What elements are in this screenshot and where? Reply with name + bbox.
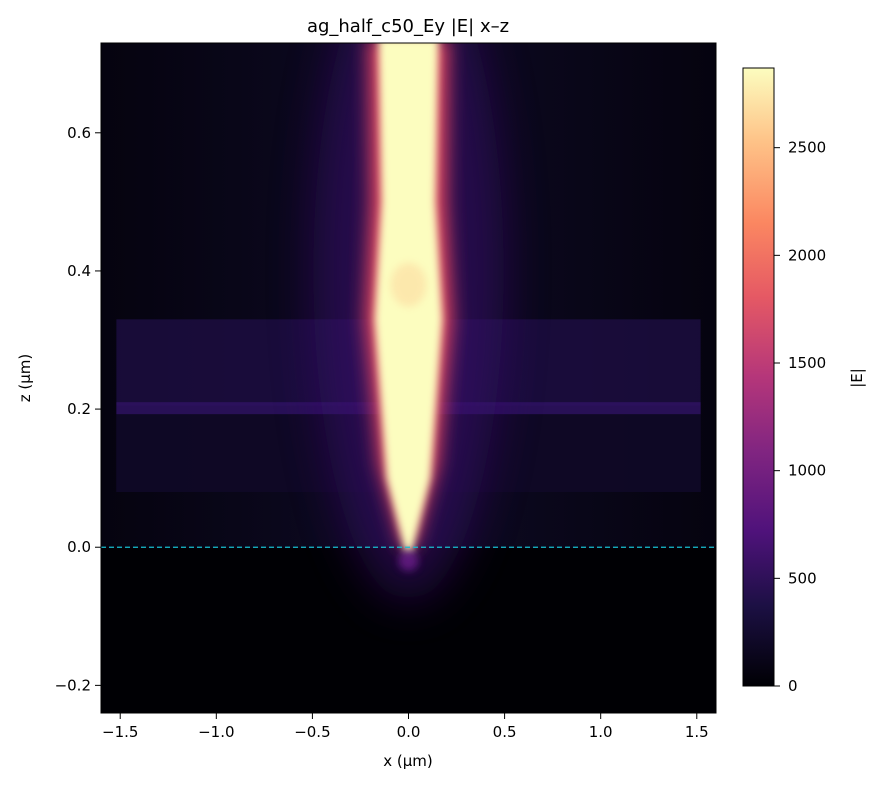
y-axis-label: z (μm) [16,354,34,403]
x-tick-label: −0.5 [294,723,330,741]
x-tick-label: −1.5 [102,723,138,741]
colorbar-tick-label: 0 [788,677,798,695]
y-tick-label: 0.0 [67,538,91,556]
y-axis: −0.2 0.0 0.2 0.4 0.6 [55,124,101,694]
chart-title: ag_half_c50_Ey |E| x–z [307,16,509,37]
colorbar-tick-label: 2500 [788,139,826,157]
y-tick-label: 0.6 [67,124,91,142]
colorbar-tick-label: 2000 [788,246,826,264]
colorbar-tick-label: 1500 [788,354,826,372]
x-axis: −1.5 −1.0 −0.5 0.0 0.5 1.0 1.5 [102,713,709,741]
x-axis-label: x (μm) [383,752,433,770]
x-tick-label: 1.5 [685,723,709,741]
colorbar-tick-label: 1000 [788,462,826,480]
y-tick-label: 0.4 [67,262,91,280]
colorbar-label: |E| [848,368,866,388]
heatmap [101,43,716,713]
x-tick-label: 1.0 [589,723,613,741]
x-tick-label: −1.0 [198,723,234,741]
x-tick-label: 0.0 [397,723,421,741]
hotspot-neck [390,262,427,307]
colorbar-tick-label: 500 [788,569,817,587]
tip-apex-glow [398,551,419,572]
colorbar: 0 500 1000 1500 2000 2500 |E| [742,67,866,695]
y-tick-label: −0.2 [55,676,91,694]
x-tick-label: 0.5 [493,723,517,741]
colorbar-gradient [742,67,775,687]
y-tick-label: 0.2 [67,400,91,418]
